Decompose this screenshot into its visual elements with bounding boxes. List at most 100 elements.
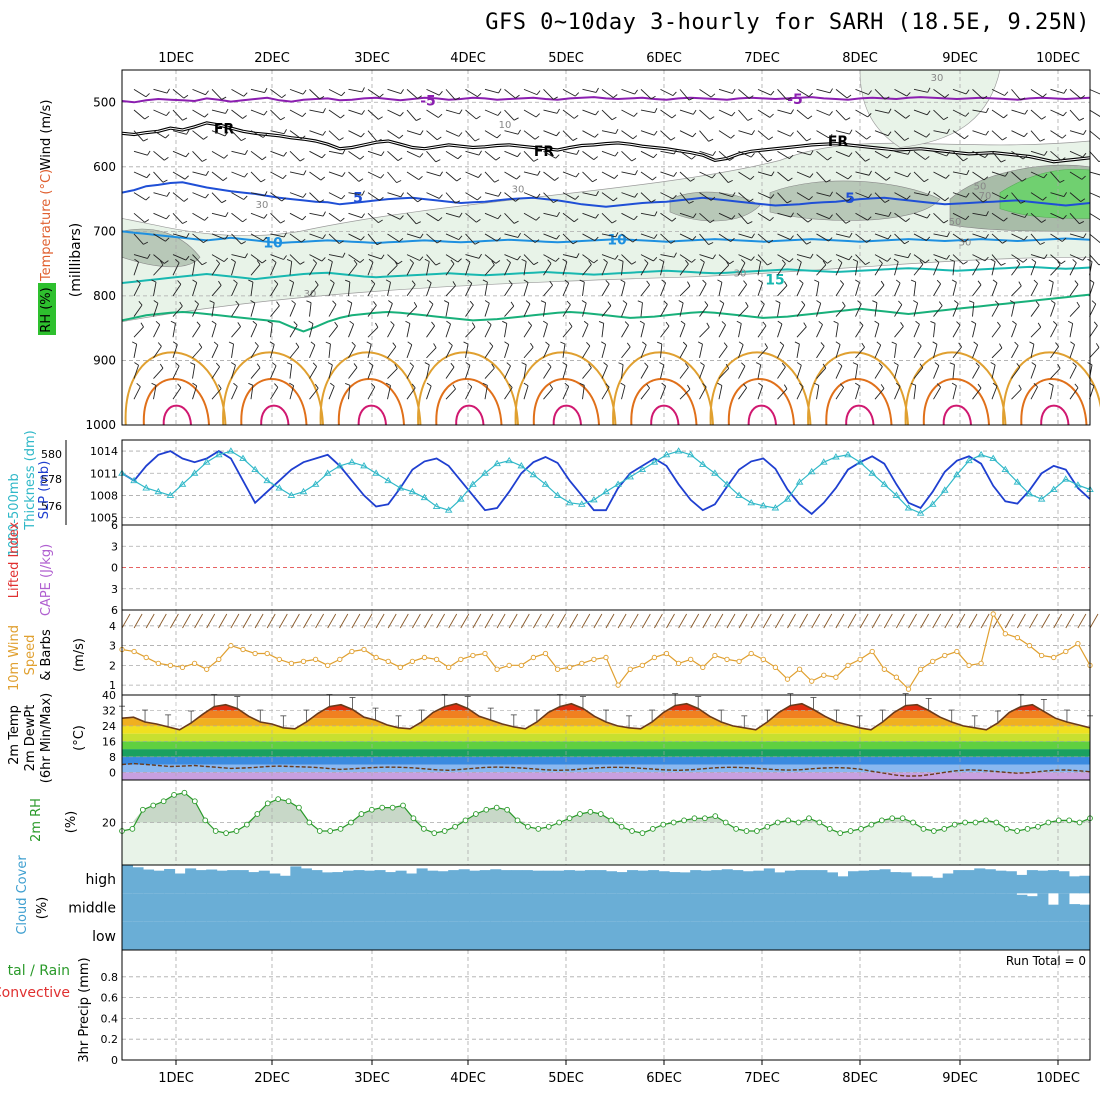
wind-barb (341, 172, 346, 177)
cloud-bar-middle (385, 893, 397, 922)
wind-barb (679, 130, 693, 138)
wind-barb (738, 284, 747, 297)
boundary-isotherm (222, 351, 324, 426)
wind-barb (796, 344, 800, 358)
wind-barb (211, 320, 217, 325)
cloud-bar-low (448, 921, 460, 950)
rh2m-marker (473, 811, 479, 817)
cloud-bar-low (542, 921, 554, 950)
wind-barb (878, 362, 883, 367)
wind-barb (153, 385, 157, 400)
wind-barb (309, 89, 320, 100)
wind-barb (770, 194, 775, 199)
wind-barb (709, 116, 715, 120)
wind-barb (504, 365, 511, 379)
cloud-bar-low (995, 921, 1007, 950)
wind-barb (308, 320, 314, 325)
wind-barb (913, 254, 926, 264)
wind-barb (933, 365, 940, 379)
rh2m-marker (577, 811, 583, 817)
axis-label-temp: Temperature (°C) (39, 169, 54, 282)
wind-barb (1050, 88, 1065, 94)
wind-barb (1003, 114, 1008, 119)
wind-barb (837, 362, 843, 367)
wind-barb (816, 303, 822, 317)
wind-barb (1002, 240, 1007, 244)
wind-barb (601, 212, 613, 224)
cloud-bar-low (837, 921, 849, 950)
boundary-isotherm (904, 351, 1007, 426)
wind-barb (250, 192, 265, 197)
cloud-bar-low (932, 921, 944, 950)
wind-barb (1016, 363, 1021, 368)
wind-barb (816, 324, 823, 338)
wind-barb (521, 258, 527, 262)
boundary-isotherm (455, 404, 485, 426)
wind-barb (653, 256, 658, 262)
cloud-bar-middle (164, 893, 176, 922)
wind-barb (497, 214, 502, 220)
wind-barb (855, 254, 866, 265)
wind-barb (640, 212, 655, 217)
axis-label-rh-unit: (%) (64, 811, 79, 834)
wind-barb (699, 88, 712, 98)
cloud-bar-middle (637, 893, 649, 922)
thickness-marker (832, 453, 840, 460)
rh2m-marker (889, 815, 896, 822)
wind-barb (504, 233, 519, 238)
wind-barb (721, 321, 726, 326)
wind-barb (954, 300, 959, 304)
wind-barb (594, 133, 599, 138)
wind-barb (835, 192, 848, 202)
wind-barb (555, 154, 560, 159)
axis-label-wind10: 10m Wind (7, 625, 22, 691)
wind-barb (1024, 213, 1028, 218)
wind-barb (874, 171, 887, 181)
rh2m-marker (514, 817, 521, 824)
thickness-marker (420, 493, 429, 501)
wind-barb (445, 233, 459, 241)
rh-legend-swatch (38, 283, 56, 335)
wind-barb (906, 195, 911, 200)
isotherm-label: 15 (765, 272, 784, 288)
wind-barb (760, 300, 765, 305)
wind-barb (153, 282, 157, 296)
wind-barb (621, 254, 632, 265)
wind10-marker (615, 682, 621, 688)
wind-barb (972, 366, 980, 379)
cloud-bar-high (858, 870, 870, 894)
thickness-marker (953, 470, 961, 478)
wind-barb (260, 179, 266, 183)
precip-legend-convective: Convective (0, 985, 70, 1001)
wind10-marker (796, 666, 803, 672)
boundary-isotherm (807, 351, 909, 426)
wind-barb (334, 321, 338, 327)
rh2m-marker (1014, 828, 1020, 834)
wind-barb (426, 382, 432, 387)
cloud-bar-low (174, 921, 186, 950)
cloud-bar-low (826, 921, 838, 950)
wind-barb (952, 254, 964, 265)
wind-barb (445, 192, 456, 204)
wind-barb (757, 385, 763, 400)
wind-barb (846, 94, 852, 99)
cloud-bar-high (1016, 874, 1028, 894)
wind-barb (575, 172, 580, 178)
wind-barb (764, 343, 768, 348)
wind-barb (185, 152, 190, 158)
wind10-barb (545, 613, 554, 629)
wind-barb (646, 280, 650, 286)
cloud-bar-middle (448, 893, 460, 922)
wind10-barb (629, 613, 639, 629)
wind-barb (309, 171, 322, 181)
wind-barb (211, 323, 217, 338)
wind-barb (640, 262, 649, 276)
wind-barb (370, 383, 376, 388)
precip-tick-label: 0.8 (101, 971, 119, 984)
wind10-barb (1041, 613, 1050, 629)
thickness-marker (384, 476, 392, 484)
wind-barb (409, 362, 414, 367)
cloud-bar-high (963, 870, 975, 894)
wind-barb (679, 285, 691, 297)
rh-label: 50 (974, 181, 987, 192)
